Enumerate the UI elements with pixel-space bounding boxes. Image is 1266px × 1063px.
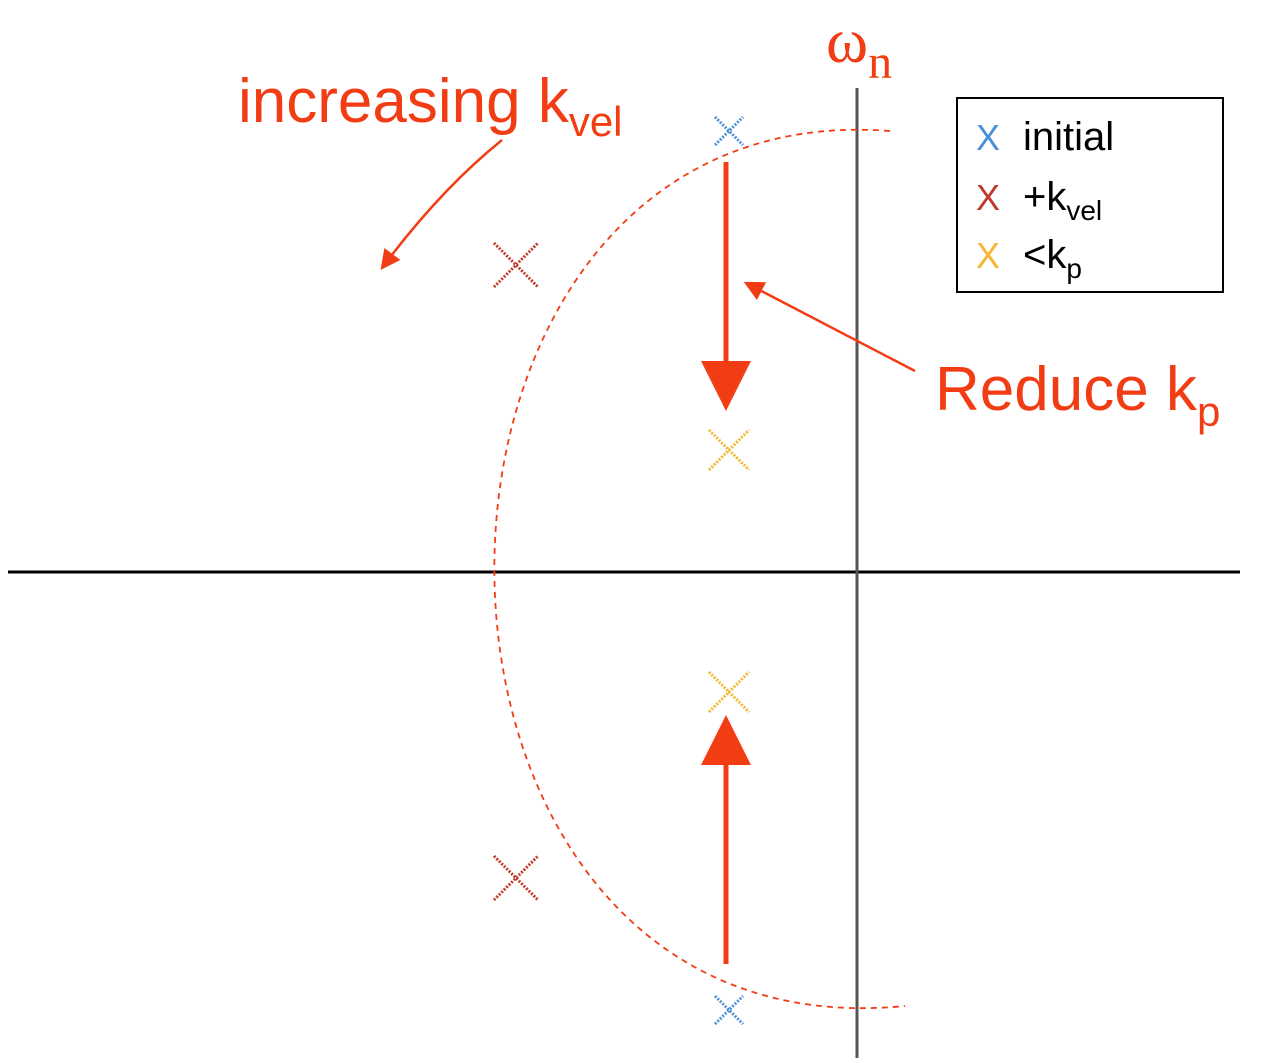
pole-kvel-3 <box>492 854 540 902</box>
x-marker-icon <box>713 994 745 1026</box>
reduce-kp-main: Reduce k <box>935 355 1198 424</box>
pole-kvel-2 <box>492 241 540 289</box>
reduce-kp-pointer <box>743 281 916 373</box>
omega-symbol: ω <box>826 5 868 76</box>
legend-marker-initial: X <box>976 117 1000 158</box>
poles <box>492 115 751 1026</box>
x-marker-icon <box>713 994 745 1026</box>
x-marker-icon <box>713 115 745 147</box>
omega-n-label: ωn <box>826 5 892 89</box>
pole-kp-4 <box>707 428 751 472</box>
x-marker-icon <box>713 115 745 147</box>
reduce-kp-subscript: p <box>1197 388 1220 435</box>
pole-kp-5 <box>707 670 751 714</box>
reduce-kp-label: Reduce kp <box>935 355 1220 435</box>
increasing-kvel-main: increasing k <box>238 67 570 136</box>
legend-label-kvel: +kvel <box>1023 175 1102 226</box>
legend-label-initial: initial <box>1023 115 1114 159</box>
pole-initial-0 <box>713 115 745 147</box>
pole-initial-1 <box>713 994 745 1026</box>
legend-label-kp: <kp <box>1023 233 1082 284</box>
increasing-kvel-label: increasing kvel <box>238 67 623 145</box>
increasing-kvel-arrow <box>380 139 503 271</box>
x-marker-icon <box>707 670 751 714</box>
legend-box <box>956 97 1224 293</box>
increasing-kvel-subscript: vel <box>569 98 623 145</box>
legend-marker-kp: X <box>976 235 1000 276</box>
x-marker-icon <box>707 428 751 472</box>
natural-frequency-arc <box>493 128 906 1009</box>
omega-subscript: n <box>868 36 892 89</box>
legend: X initial X +kvel X <kp <box>956 97 1224 293</box>
legend-marker-kvel: X <box>976 177 1000 218</box>
